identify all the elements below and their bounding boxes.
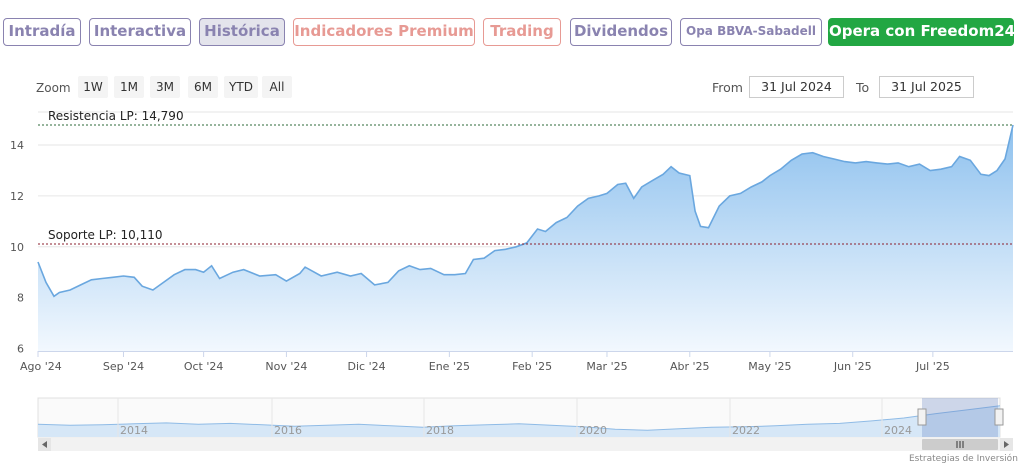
price-area — [38, 125, 1013, 351]
y-tick-label: 14 — [10, 139, 24, 152]
tab-interactiva[interactable]: Interactiva — [89, 18, 191, 46]
scrollbar-track[interactable] — [38, 438, 1013, 451]
zoom-1m-button[interactable]: 1M — [114, 76, 144, 98]
x-tick-label: Nov '24 — [265, 360, 307, 373]
navigator-frame — [37, 397, 1001, 438]
navigator-tick-label: 2024 — [884, 424, 912, 437]
x-tick-label: Ene '25 — [429, 360, 470, 373]
navigator-line — [37, 405, 1001, 431]
scroll-left-button[interactable] — [38, 438, 51, 451]
from-label: From — [712, 80, 743, 95]
zoom-label: Zoom — [36, 81, 71, 95]
price-line — [37, 124, 1014, 298]
support-label: Soporte LP: 10,110 — [48, 228, 163, 242]
x-tick-label: Feb '25 — [512, 360, 552, 373]
tab-dividendos[interactable]: Dividendos — [570, 18, 672, 46]
navigator-selection[interactable] — [922, 398, 998, 437]
to-date-input[interactable]: 31 Jul 2025 — [879, 76, 974, 98]
chart-credit: Estrategias de Inversión — [909, 454, 1018, 464]
x-tick-label: Oct '24 — [184, 360, 224, 373]
opera-freedom24-button[interactable]: Opera con Freedom24 — [828, 18, 1015, 46]
x-tick-label: Sep '24 — [103, 360, 144, 373]
tab-trading[interactable]: Trading — [483, 18, 561, 46]
tab-intradia[interactable]: Intradía — [3, 18, 81, 46]
from-date-input[interactable]: 31 Jul 2024 — [749, 76, 844, 98]
y-tick-label: 8 — [17, 292, 24, 305]
navigator-left-handle[interactable] — [917, 408, 927, 426]
scroll-left-icon — [42, 441, 47, 448]
x-tick-label: Mar '25 — [586, 360, 627, 373]
x-tick-label: Jul '25 — [915, 360, 950, 373]
x-tick-label: Jun '25 — [833, 360, 872, 373]
tab-bar: Intradía Interactiva Histórica Indicadores … — [0, 18, 1028, 50]
y-tick-label: 12 — [10, 190, 24, 203]
zoom-6m-button[interactable]: 6M — [188, 76, 218, 98]
navigator-right-handle[interactable] — [994, 408, 1004, 426]
navigator-tick-label: 2014 — [120, 424, 148, 437]
zoom-1w-button[interactable]: 1W — [78, 76, 108, 98]
navigator-tick-label: 2020 — [579, 424, 607, 437]
zoom-all-button[interactable]: All — [262, 76, 292, 98]
tab-indicadores-premium[interactable]: Indicadores Premium — [293, 18, 475, 46]
y-tick-label: 6 — [17, 342, 24, 355]
scroll-right-icon — [1004, 441, 1009, 448]
x-tick-label: Abr '25 — [670, 360, 710, 373]
navigator-tick-label: 2018 — [426, 424, 454, 437]
y-tick-label: 10 — [10, 241, 24, 254]
to-label: To — [856, 80, 870, 95]
tab-historica[interactable]: Histórica — [199, 18, 285, 46]
scroll-right-button[interactable] — [1000, 438, 1013, 451]
x-tick-label: May '25 — [748, 360, 791, 373]
x-tick-label: Dic '24 — [348, 360, 386, 373]
zoom-ytd-button[interactable]: YTD — [224, 76, 258, 98]
x-tick-label: Ago '24 — [20, 360, 62, 373]
tab-opa-bbva-sabadell[interactable]: Opa BBVA-Sabadell — [680, 18, 822, 46]
navigator-area — [38, 405, 1000, 437]
resistance-label: Resistencia LP: 14,790 — [48, 109, 184, 123]
navigator-tick-label: 2022 — [732, 424, 760, 437]
zoom-3m-button[interactable]: 3M — [150, 76, 180, 98]
navigator-tick-label: 2016 — [274, 424, 302, 437]
scrollbar-thumb[interactable] — [922, 439, 998, 450]
